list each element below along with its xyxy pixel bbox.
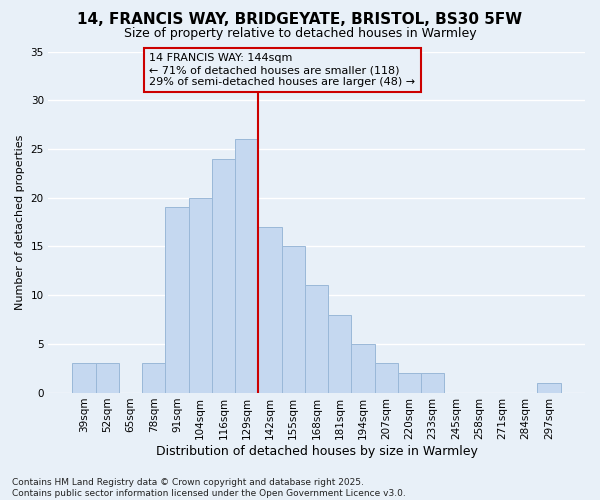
Bar [142, 364, 166, 392]
Bar [73, 364, 95, 392]
Text: 14 FRANCIS WAY: 144sqm
← 71% of detached houses are smaller (118)
29% of semi-de: 14 FRANCIS WAY: 144sqm ← 71% of detached… [149, 54, 415, 86]
Bar [352, 344, 374, 393]
Bar [421, 373, 445, 392]
Text: Size of property relative to detached houses in Warmley: Size of property relative to detached ho… [124, 28, 476, 40]
Bar [305, 286, 328, 393]
Bar [328, 314, 352, 392]
Bar [166, 208, 188, 392]
Bar [95, 364, 119, 392]
X-axis label: Distribution of detached houses by size in Warmley: Distribution of detached houses by size … [155, 444, 478, 458]
Y-axis label: Number of detached properties: Number of detached properties [15, 134, 25, 310]
Text: Contains HM Land Registry data © Crown copyright and database right 2025.
Contai: Contains HM Land Registry data © Crown c… [12, 478, 406, 498]
Bar [281, 246, 305, 392]
Bar [398, 373, 421, 392]
Bar [235, 139, 259, 392]
Bar [188, 198, 212, 392]
Text: 14, FRANCIS WAY, BRIDGEYATE, BRISTOL, BS30 5FW: 14, FRANCIS WAY, BRIDGEYATE, BRISTOL, BS… [77, 12, 523, 28]
Bar [259, 227, 281, 392]
Bar [538, 383, 560, 392]
Bar [212, 158, 235, 392]
Bar [374, 364, 398, 392]
